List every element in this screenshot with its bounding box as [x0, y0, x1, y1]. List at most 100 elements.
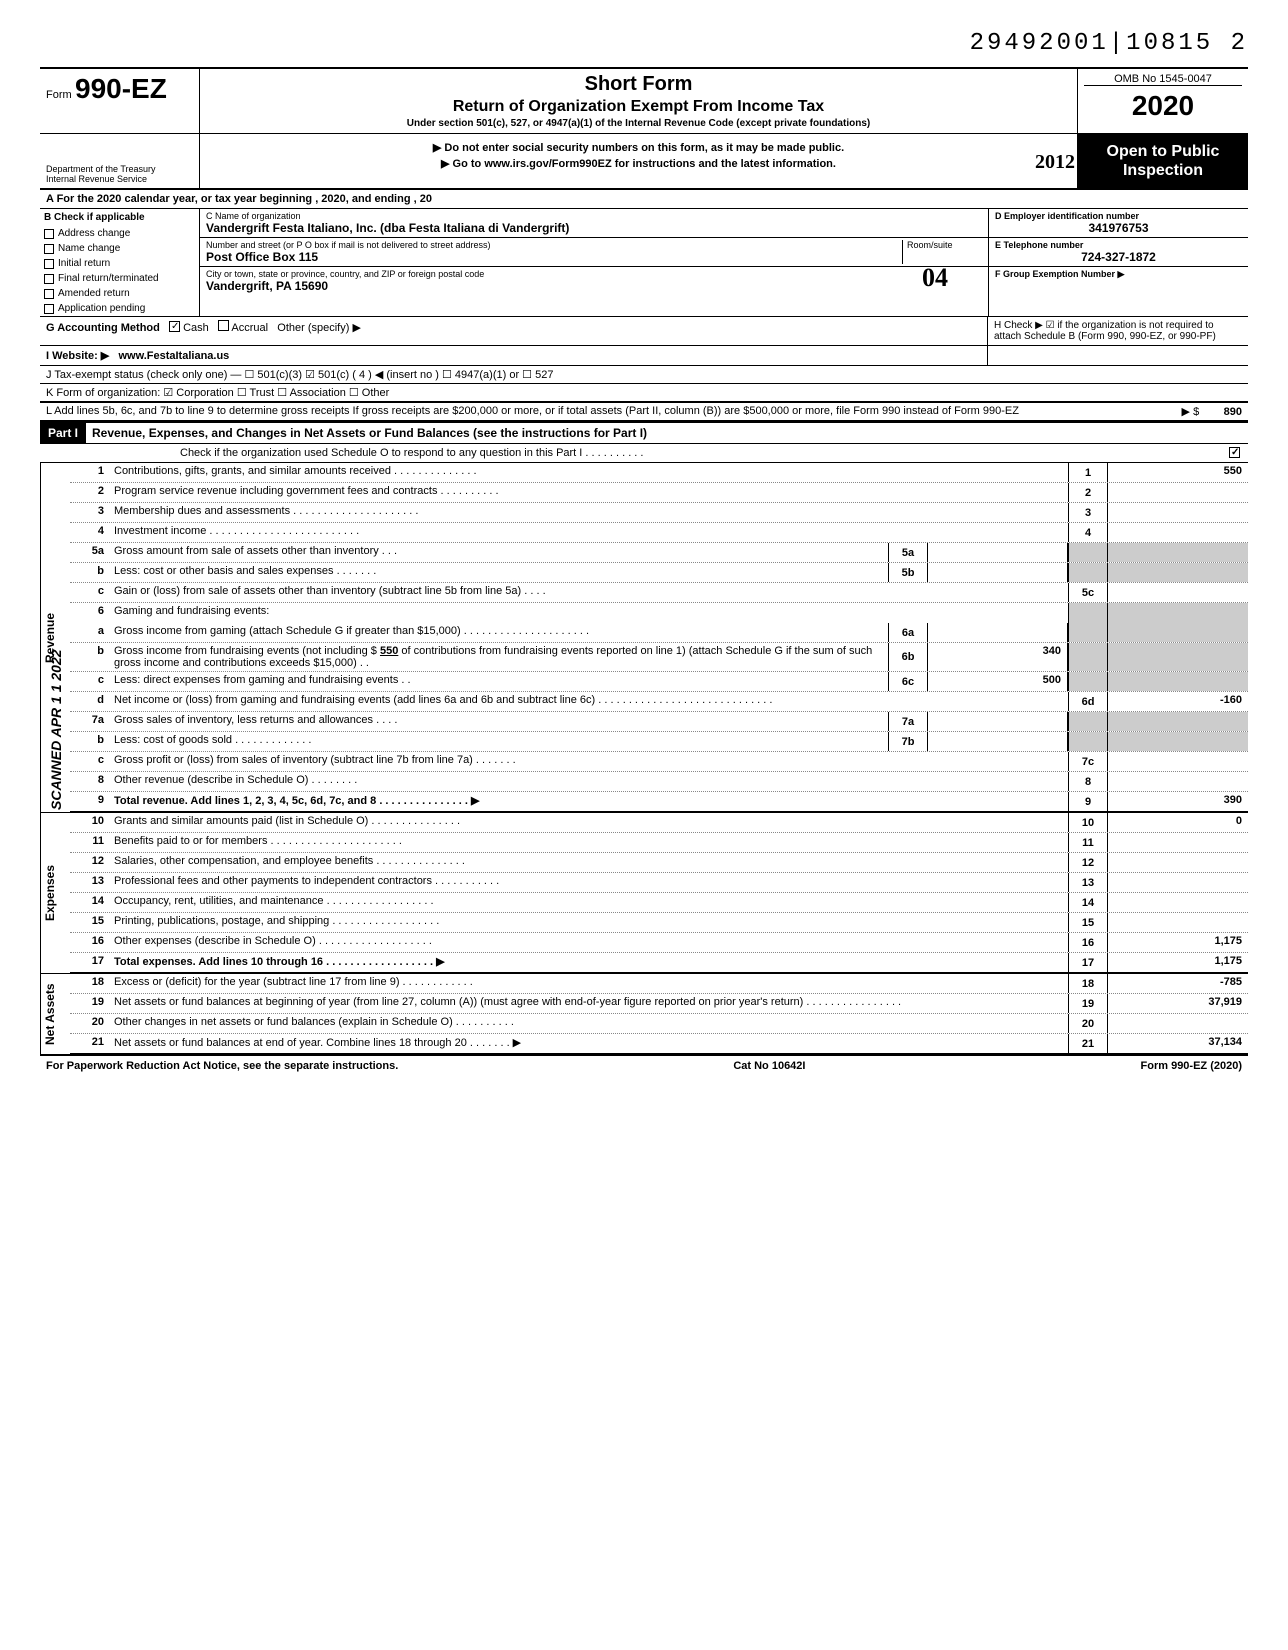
col-c: C Name of organization Vandergrift Festa… [200, 209, 988, 316]
line3-val [1108, 503, 1248, 522]
c-name-val: Vandergrift Festa Italiano, Inc. (dba Fe… [206, 221, 982, 235]
e-label: E Telephone number [995, 240, 1242, 250]
chk-final-return[interactable] [44, 274, 54, 284]
line18-val: -785 [1108, 974, 1248, 993]
line20-val [1108, 1014, 1248, 1033]
line12-val [1108, 853, 1248, 872]
line11-val [1108, 833, 1248, 852]
e-val: 724-327-1872 [995, 250, 1242, 264]
line6d-val: -160 [1108, 692, 1248, 711]
footer-mid: Cat No 10642I [733, 1060, 805, 1072]
footer-right: Form 990-EZ (2020) [1141, 1060, 1242, 1072]
chk-application-pending[interactable] [44, 304, 54, 314]
chk-amended-return[interactable] [44, 289, 54, 299]
handwritten-year: 2012 [1035, 151, 1075, 174]
col-b-head: B Check if applicable [40, 209, 199, 226]
header-row2: Department of the Treasury Internal Reve… [40, 134, 1248, 190]
arrow-cell: ▶ Do not enter social security numbers o… [200, 134, 1078, 188]
lbl-amended-return: Amended return [58, 288, 130, 299]
line21-desc: Net assets or fund balances at end of ye… [110, 1034, 1068, 1051]
line17-val: 1,175 [1108, 953, 1248, 972]
line1-desc: Contributions, gifts, grants, and simila… [110, 463, 1068, 479]
line10-desc: Grants and similar amounts paid (list in… [110, 813, 1068, 829]
l-val: 890 [1224, 406, 1242, 418]
header-row: Form 990-EZ Short Form Return of Organiz… [40, 67, 1248, 134]
sched-o-text: Check if the organization used Schedule … [180, 447, 643, 459]
line4-val [1108, 523, 1248, 542]
lbl-address-change: Address change [58, 228, 130, 239]
lbl-accrual: Accrual [231, 322, 268, 334]
chk-sched-o[interactable] [1229, 447, 1240, 458]
chk-cash[interactable] [169, 321, 180, 332]
line14-desc: Occupancy, rent, utilities, and maintena… [110, 893, 1068, 909]
line5a-desc: Gross amount from sale of assets other t… [110, 543, 888, 559]
title-main: Return of Organization Exempt From Incom… [208, 98, 1069, 116]
line5a-mid [928, 543, 1068, 562]
lbl-application-pending: Application pending [58, 303, 145, 314]
line9-val: 390 [1108, 792, 1248, 811]
d-val: 341976753 [995, 221, 1242, 235]
form-number: 990-EZ [75, 73, 167, 104]
lbl-cash: Cash [183, 322, 209, 334]
handwritten-04: 04 [922, 263, 948, 293]
h-line: H Check ▶ ☑ if the organization is not r… [994, 320, 1216, 342]
line6c-desc: Less: direct expenses from gaming and fu… [110, 672, 888, 688]
line4-desc: Investment income . . . . . . . . . . . … [110, 523, 1068, 539]
c-city-label: City or town, state or province, country… [206, 269, 982, 279]
col-b: B Check if applicable Address change Nam… [40, 209, 200, 316]
lbl-final-return: Final return/terminated [58, 273, 159, 284]
line20-desc: Other changes in net assets or fund bala… [110, 1014, 1068, 1030]
side-expenses: Expenses [40, 813, 70, 973]
arrow1: ▶ Do not enter social security numbers o… [208, 141, 1069, 154]
line16-val: 1,175 [1108, 933, 1248, 952]
line7b-mid [928, 732, 1068, 751]
line6d-desc: Net income or (loss) from gaming and fun… [110, 692, 1068, 708]
line12-desc: Salaries, other compensation, and employ… [110, 853, 1068, 869]
line8-desc: Other revenue (describe in Schedule O) .… [110, 772, 1068, 788]
line7b-desc: Less: cost of goods sold . . . . . . . .… [110, 732, 888, 748]
form-prefix: Form [46, 89, 72, 101]
l-arrow: ▶ $ [1182, 406, 1200, 418]
line11-desc: Benefits paid to or for members . . . . … [110, 833, 1068, 849]
dept-line2: Internal Revenue Service [46, 174, 193, 184]
part1-desc: Revenue, Expenses, and Changes in Net As… [86, 423, 1248, 443]
title-note: Under section 501(c), 527, or 4947(a)(1)… [208, 118, 1069, 129]
c-addr-label: Number and street (or P O box if mail is… [206, 240, 902, 250]
part1-label: Part I [40, 423, 86, 443]
chk-initial-return[interactable] [44, 259, 54, 269]
arrow2: ▶ Go to www.irs.gov/Form990EZ for instru… [441, 158, 836, 170]
part1-row: Part I Revenue, Expenses, and Changes in… [40, 421, 1248, 444]
c-room-label: Room/suite [907, 240, 982, 250]
open-public: Open to Public Inspection [1078, 134, 1248, 188]
g-label: G Accounting Method [46, 322, 160, 334]
chk-name-change[interactable] [44, 244, 54, 254]
line5b-mid [928, 563, 1068, 582]
line2-desc: Program service revenue including govern… [110, 483, 1068, 499]
line18-desc: Excess or (deficit) for the year (subtra… [110, 974, 1068, 990]
j-line: J Tax-exempt status (check only one) — ☐… [40, 366, 1248, 384]
c-city-val: Vandergrift, PA 15690 [206, 279, 982, 293]
title-cell: Short Form Return of Organization Exempt… [200, 69, 1078, 133]
lbl-other: Other (specify) ▶ [277, 322, 361, 334]
line3-desc: Membership dues and assessments . . . . … [110, 503, 1068, 519]
line5c-desc: Gain or (loss) from sale of assets other… [110, 583, 1068, 599]
line6a-mid [928, 623, 1068, 642]
stamp-scanned: SCANNED APR 1 1 2022 [48, 649, 64, 810]
line7a-mid [928, 712, 1068, 731]
line13-val [1108, 873, 1248, 892]
line7c-val [1108, 752, 1248, 771]
line6b-pre: Gross income from fundraising events (no… [114, 645, 377, 657]
line6-desc: Gaming and fundraising events: [110, 603, 1068, 619]
row-a: A For the 2020 calendar year, or tax yea… [40, 190, 1248, 209]
chk-address-change[interactable] [44, 229, 54, 239]
line13-desc: Professional fees and other payments to … [110, 873, 1068, 889]
d-label: D Employer identification number [995, 211, 1242, 221]
k-line: K Form of organization: ☑ Corporation ☐ … [40, 384, 1248, 402]
line10-val: 0 [1108, 813, 1248, 832]
chk-accrual[interactable] [218, 320, 229, 331]
title-short: Short Form [208, 73, 1069, 96]
dept-cell: Department of the Treasury Internal Reve… [40, 134, 200, 188]
line6c-mid: 500 [928, 672, 1068, 691]
line15-desc: Printing, publications, postage, and shi… [110, 913, 1068, 929]
footer-left: For Paperwork Reduction Act Notice, see … [46, 1060, 398, 1072]
